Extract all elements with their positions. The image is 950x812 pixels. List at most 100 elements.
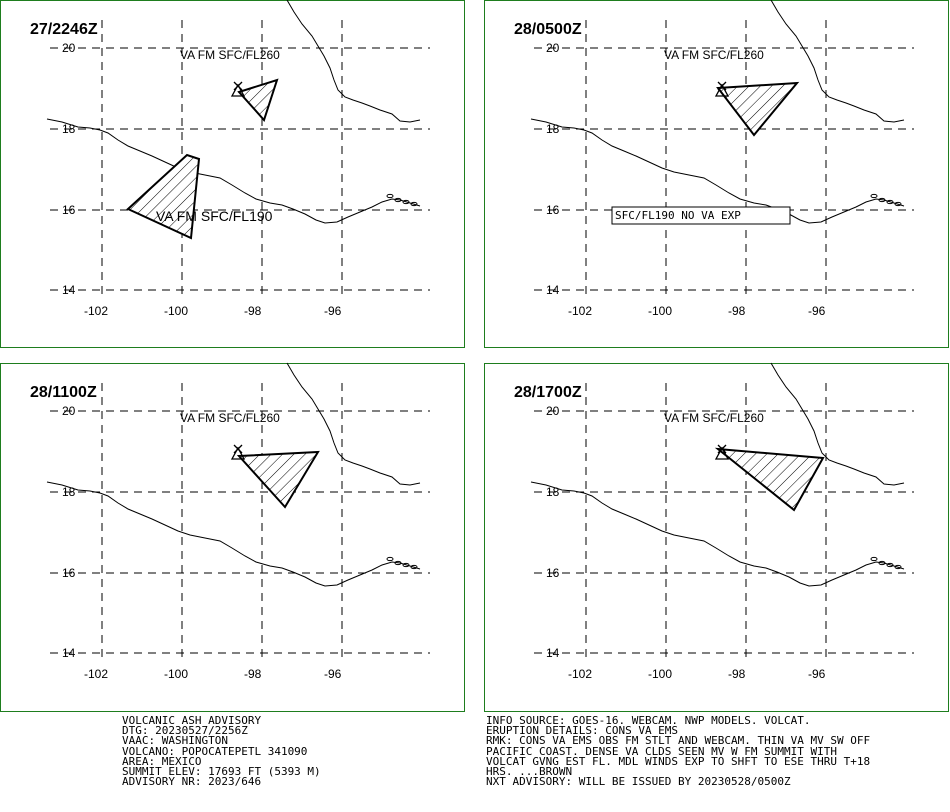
pacific-coastline <box>530 118 905 224</box>
islet <box>878 197 886 203</box>
forecast-note-box <box>611 206 791 225</box>
advisory-line: VOLCANIC ASH ADVISORY <box>122 714 262 727</box>
longitude-tick-label: -100 <box>164 667 188 681</box>
longitude-tick-label: -100 <box>648 667 672 681</box>
advisory-line: VOLCANO: POPOCATEPETL 341090 <box>122 744 308 758</box>
panel-title: 27/2246Z <box>30 21 98 38</box>
panel-title: 28/0500Z <box>514 21 582 38</box>
islet <box>386 556 394 562</box>
advisory-line: INFO SOURCE: GOES-16. WEBCAM. NWP MODELS… <box>486 714 811 727</box>
pacific-coastline <box>46 481 421 587</box>
longitude-tick-label: -96 <box>808 304 826 318</box>
ash-altitude-label: VA FM SFC/FL260 <box>664 411 764 425</box>
latitude-tick-label: 14 <box>546 283 560 297</box>
islet <box>886 199 894 205</box>
advisory-line: HRS. ...BROWN <box>486 764 573 778</box>
pacific-coastline <box>530 481 905 587</box>
islet <box>394 197 402 203</box>
panel-frame <box>484 0 949 348</box>
longitude-tick-label: -98 <box>244 667 262 681</box>
latitude-tick-label: 16 <box>546 203 560 217</box>
latitude-tick-label: 14 <box>62 646 76 660</box>
latitude-tick-label: 16 <box>62 203 76 217</box>
volcano-icon-mark <box>233 81 243 91</box>
volcano-icon <box>714 83 730 97</box>
advisory-line: ERUPTION DETAILS: CONS VA EMS <box>486 724 679 738</box>
islet <box>886 562 894 568</box>
longitude-tick-label: -98 <box>728 304 746 318</box>
ash-cloud-area <box>714 447 825 512</box>
ash-altitude-label: VA FM SFC/FL190 <box>156 208 273 224</box>
map-panel-1: 20 18 16 14 -102 -100 -98 -96 27/2246Z VA FM SFC/… <box>0 0 465 348</box>
gulf-coastline <box>770 0 905 123</box>
islet <box>386 193 394 199</box>
longitude-tick-label: -102 <box>84 667 108 681</box>
longitude-tick-label: -96 <box>324 304 342 318</box>
longitude-tick-label: -100 <box>164 304 188 318</box>
map-panel-2: 20 18 16 14 -102 -100 -98 -96 28/0500Z VA FM SFC/… <box>484 0 949 348</box>
gulf-coastline <box>770 362 905 486</box>
latitude-tick-label: 18 <box>546 122 560 136</box>
advisory-line: VAAC: WASHINGTON <box>122 734 228 748</box>
volcano-icon <box>714 446 730 460</box>
longitude-tick-label: -96 <box>808 667 826 681</box>
volcano-icon-mark <box>233 444 243 454</box>
advisory-line: NXT ADVISORY: WILL BE ISSUED BY 20230528… <box>486 775 791 789</box>
ash-cloud-area <box>716 81 800 137</box>
advisory-header-block: VOLCANIC ASH ADVISORY DTG: 20230527/2256Z… <box>122 714 321 789</box>
ash-altitude-label: VA FM SFC/FL260 <box>180 48 280 62</box>
longitude-tick-label: -98 <box>728 667 746 681</box>
volcano-icon-mark <box>717 444 727 454</box>
gulf-coastline <box>286 0 421 123</box>
latitude-tick-label: 20 <box>62 41 76 55</box>
pacific-coastline <box>46 118 421 224</box>
panel-frame <box>0 363 465 712</box>
latitude-tick-label: 18 <box>62 485 76 499</box>
volcano-icon-mark <box>717 81 727 91</box>
advisory-line: SUMMIT ELEV: 17693 FT (5393 M) <box>122 764 321 778</box>
ash-cloud-area <box>236 450 320 509</box>
latitude-tick-label: 14 <box>546 646 560 660</box>
islet <box>402 562 410 568</box>
islet <box>410 564 418 570</box>
latitude-tick-label: 20 <box>546 404 560 418</box>
islet <box>394 560 402 566</box>
advisory-line: DTG: 20230527/2256Z <box>122 724 248 738</box>
ash-altitude-label: VA FM SFC/FL260 <box>664 48 764 62</box>
longitude-tick-label: -98 <box>244 304 262 318</box>
islet <box>894 201 902 207</box>
volcano-icon <box>230 446 246 460</box>
advisory-line: ADVISORY NR: 2023/646 <box>122 775 262 789</box>
islet <box>894 564 902 570</box>
advisory-line: VOLCAT GVNG EST FL. MDL WINDS EXP TO SHF… <box>486 754 871 768</box>
ash-altitude-label: SFC/FL190 NO VA EXP <box>615 209 741 222</box>
panel-frame <box>484 363 949 712</box>
longitude-tick-label: -102 <box>568 667 592 681</box>
latitude-tick-label: 20 <box>62 404 76 418</box>
map-panel-3: 20 18 16 14 -102 -100 -98 -96 28/1100Z VA FM SFC/… <box>0 362 465 712</box>
latitude-tick-label: 16 <box>546 566 560 580</box>
islet <box>870 556 878 562</box>
latitude-tick-label: 20 <box>546 41 560 55</box>
longitude-tick-label: -100 <box>648 304 672 318</box>
advisory-line: PACIFIC COAST. DENSE VA CLDS SEEN MV W F… <box>486 744 837 758</box>
islet <box>410 201 418 207</box>
ash-cloud-area <box>237 78 279 122</box>
latitude-tick-label: 14 <box>62 283 76 297</box>
ash-cloud-area <box>126 153 201 240</box>
map-panel-4: 20 18 16 14 -102 -100 -98 -96 28/1700Z VA FM SFC/… <box>484 362 949 712</box>
latitude-tick-label: 18 <box>546 485 560 499</box>
islet <box>402 199 410 205</box>
advisory-line: RMK: CONS VA EMS OBS FM STLT AND WEBCAM.… <box>486 734 871 748</box>
latitude-tick-label: 18 <box>62 122 76 136</box>
panel-title: 28/1100Z <box>30 384 97 401</box>
islet <box>870 193 878 199</box>
gulf-coastline <box>286 362 421 486</box>
islet <box>878 560 886 566</box>
advisory-remarks-block: INFO SOURCE: GOES-16. WEBCAM. NWP MODELS… <box>486 714 871 789</box>
longitude-tick-label: -102 <box>568 304 592 318</box>
ash-altitude-label: VA FM SFC/FL260 <box>180 411 280 425</box>
panel-frame <box>0 0 465 348</box>
volcano-icon <box>230 83 246 97</box>
